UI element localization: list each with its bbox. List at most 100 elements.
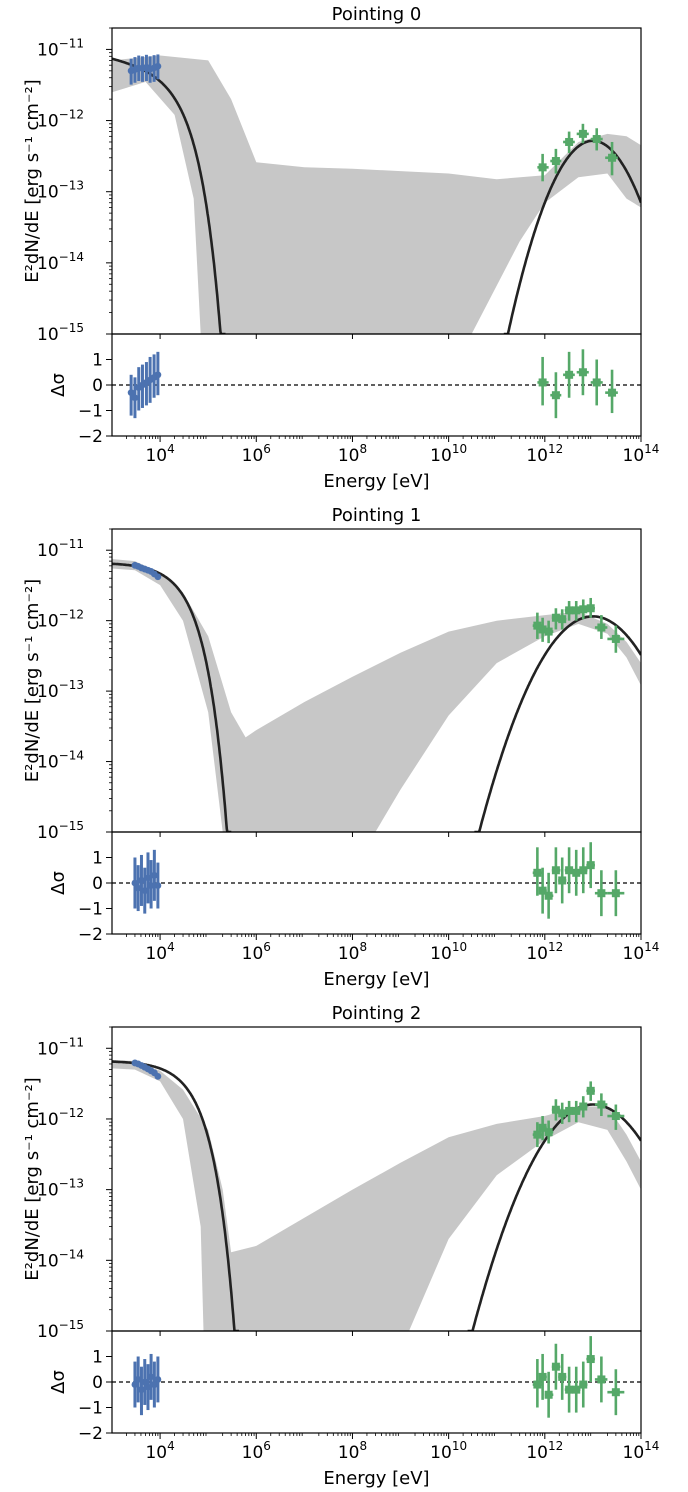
residual-axis-label: Δσ [48,373,69,397]
residual-tick-label: −1 [78,900,103,920]
gamma-residual-point [558,876,567,885]
gamma-point [533,621,542,630]
gamma-point [538,1123,547,1132]
xray-residual-point [134,1376,142,1383]
gamma-residual-point [572,1385,581,1394]
sed-panel-0: 104 106 108 1010 1012 101410−1510−1410−1310−1… [22,4,659,492]
panel-title: Pointing 0 [332,4,422,25]
gamma-point [544,627,553,636]
xray-residual-point [138,1386,145,1394]
gamma-residual-point [586,861,595,870]
gamma-residual-point [572,868,581,877]
gamma-point [597,1100,606,1109]
main-plot-area [112,1059,641,1331]
residual-tick-label: −1 [78,1399,103,1419]
gamma-residual-point [611,889,620,898]
gamma-point [611,1112,620,1121]
gamma-residual-point [533,868,542,877]
model-uncertainty-band [112,1060,641,1331]
xray-residual-point [141,1378,149,1386]
xray-residual-point [131,879,139,887]
residual-tick-label: 1 [92,1348,103,1368]
gamma-residual-point [565,866,574,875]
gamma-residual-point [597,1375,606,1384]
gamma-residual-point [579,1380,588,1389]
gamma-residual-point [597,889,606,898]
gamma-point [586,1086,595,1095]
gamma-residual-point [551,391,560,400]
gamma-point [597,623,606,632]
residual-tick-label: −2 [78,1424,103,1444]
xray-residual-point [141,887,149,895]
xray-residual-point [154,882,162,889]
x-axis-label: Energy [eV] [323,471,429,492]
y-axis-label: E²dN/dE [erg s⁻¹ cm⁻²] [22,579,43,782]
gamma-residual-point [551,1362,560,1371]
xray-residual-point [150,1381,158,1388]
residual-axis-label: Δσ [48,871,69,895]
panel-title: Pointing 2 [332,1003,422,1024]
residual-tick-label: 1 [92,351,103,371]
xray-residual-point [147,882,155,889]
gamma-residual-point [551,866,560,875]
xray-residual-point [150,871,158,879]
gamma-residual-point [538,886,547,895]
xray-residual-point [131,1381,139,1388]
gamma-residual-point [578,368,587,377]
gamma-residual-point [544,891,553,900]
residual-plot-area [112,349,641,419]
residual-tick-label: 0 [92,376,103,396]
xray-residual-point [154,371,162,379]
gamma-point [538,163,547,172]
xray-point [154,573,162,581]
gamma-residual-point [611,1388,620,1397]
gamma-point [579,605,588,614]
x-tick-label: 1014 [623,1439,660,1463]
gamma-point [611,634,620,643]
gamma-residual-point [544,1390,553,1399]
x-axis-label: Energy [eV] [323,969,429,990]
gamma-point [558,615,567,624]
gamma-residual-point [579,866,588,875]
residual-tick-label: 1 [92,849,103,869]
main-plot-area [112,54,641,334]
xray-residual-point [138,877,145,884]
residual-axis-label: Δσ [48,1370,69,1394]
gamma-point [565,137,574,146]
gamma-point [538,625,547,634]
gamma-point [544,1128,553,1137]
inverse-compton-model-line [503,139,641,334]
model-uncertainty-band [112,55,641,334]
sed-panel-1: 104 106 108 1010 1012 101410−1510−1410−1310−1… [22,505,659,990]
gamma-point [551,613,560,622]
residual-tick-label: 0 [92,1373,103,1393]
gamma-residual-point [538,1372,547,1381]
main-plot-area [112,559,641,832]
gamma-residual-point [558,1372,567,1381]
y-tick-label: 10−14 [37,1247,84,1271]
residual-plot-area [112,842,641,919]
inverse-compton-model-line [474,615,641,832]
sed-panel-2: 104 106 108 1010 1012 101410−1510−1410−1310−1… [22,1003,659,1489]
inverse-compton-model-line [467,1103,641,1331]
gamma-point [578,129,587,138]
x-tick-label: 104 [145,1439,174,1463]
gamma-residual-point [586,1355,595,1364]
xray-residual-point [127,389,135,397]
residual-tick-label: −1 [78,402,103,422]
gamma-point [533,1130,542,1139]
gamma-point [551,157,560,166]
x-tick-label: 104 [145,442,174,466]
xray-point [154,62,162,70]
residual-tick-label: 0 [92,874,103,894]
model-uncertainty-band [112,559,641,832]
gamma-point [572,1106,581,1115]
x-tick-label: 1012 [526,442,563,466]
gamma-point [565,606,574,615]
xray-residual-point [131,394,139,402]
xray-residual-point [134,884,142,892]
xray-residual-point [147,1373,155,1381]
gamma-residual-point [565,1385,574,1394]
x-tick-label: 104 [145,940,174,964]
